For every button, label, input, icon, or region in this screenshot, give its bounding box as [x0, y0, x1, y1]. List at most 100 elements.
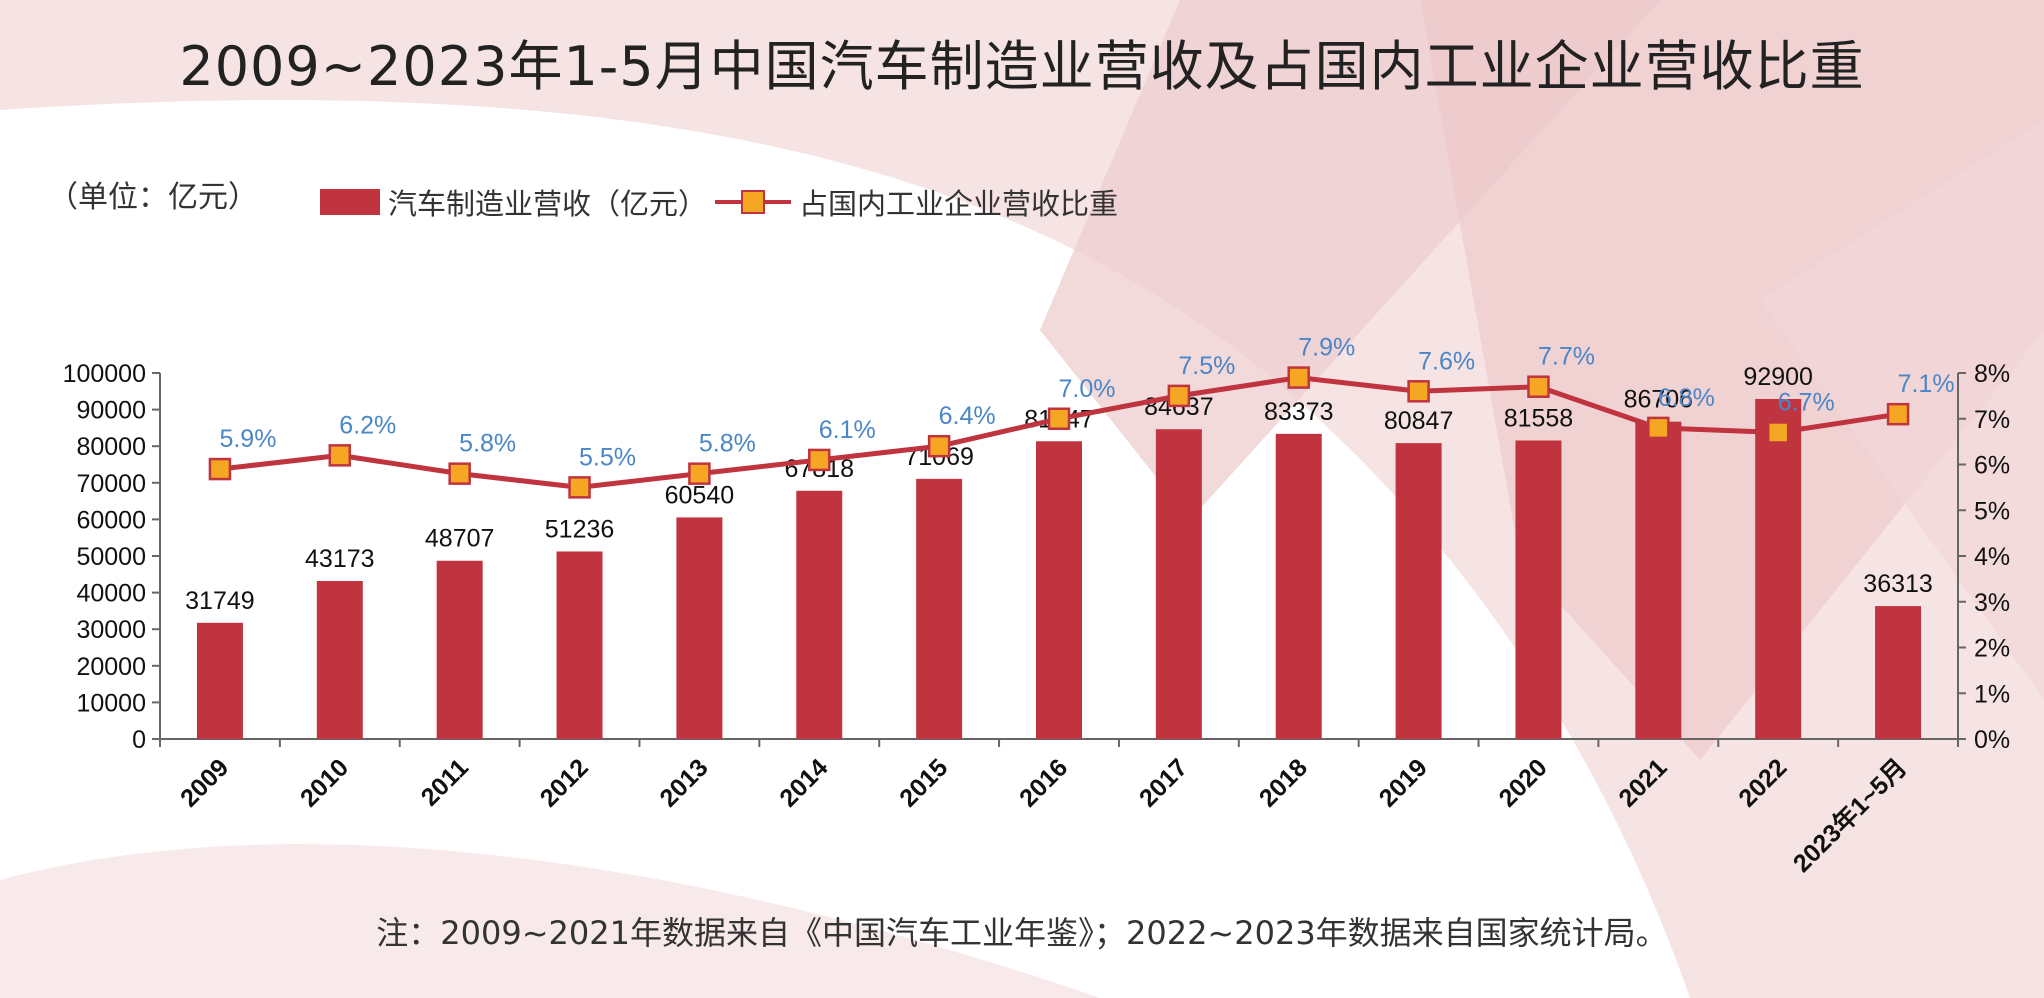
revenue-bar — [436, 560, 483, 739]
x-axis-tick-label: 2014 — [774, 753, 833, 812]
revenue-bar — [1755, 398, 1802, 739]
revenue-bar — [196, 622, 243, 739]
legend-label-share: 占国内工业企业营收比重 — [799, 187, 1119, 221]
legend: 汽车制造业营收（亿元） 占国内工业企业营收比重 — [320, 180, 1126, 224]
share-data-label: 5.9% — [219, 425, 276, 453]
share-data-label: 7.5% — [1178, 352, 1235, 380]
left-axis-tick-label: 50000 — [76, 543, 146, 571]
share-marker — [1287, 366, 1310, 389]
share-data-label: 5.8% — [459, 430, 516, 458]
share-marker — [568, 476, 591, 499]
revenue-bar — [556, 551, 603, 739]
right-axis-tick-label: 4% — [1974, 543, 2010, 571]
revenue-bar — [796, 490, 843, 739]
x-axis-tick-label: 2010 — [295, 753, 354, 812]
revenue-bar — [1036, 441, 1082, 739]
revenue-bar — [1875, 606, 1922, 739]
revenue-bar — [1635, 421, 1682, 739]
left-axis-tick-label: 20000 — [76, 653, 146, 681]
right-axis-tick-label: 8% — [1974, 360, 2010, 388]
revenue-bar — [1395, 443, 1442, 739]
right-axis-tick-label: 1% — [1974, 680, 2010, 708]
revenue-data-label: 60540 — [665, 481, 735, 509]
share-data-label: 5.5% — [579, 443, 636, 471]
share-marker — [688, 462, 711, 485]
revenue-data-label: 36313 — [1863, 570, 1933, 598]
share-marker — [1766, 421, 1790, 444]
share-data-label: 7.0% — [1059, 375, 1116, 403]
legend-bar-swatch — [320, 189, 380, 215]
revenue-data-label: 83373 — [1264, 398, 1334, 426]
x-axis-tick-label: 2015 — [894, 753, 953, 812]
share-marker — [1407, 380, 1430, 403]
share-data-label: 5.8% — [699, 430, 756, 458]
right-axis-tick-label: 2% — [1974, 635, 2010, 663]
share-data-label: 6.1% — [819, 416, 876, 444]
x-axis-tick-label: 2021 — [1613, 753, 1672, 812]
share-data-label: 7.9% — [1298, 334, 1355, 362]
share-marker — [1886, 402, 1910, 426]
x-axis-tick-label: 2018 — [1254, 753, 1313, 812]
page-title: 2009~2023年1-5月中国汽车制造业营收及占国内工业企业营收比重 — [179, 35, 1865, 98]
revenue-bar — [1155, 429, 1202, 739]
revenue-data-label: 51236 — [545, 515, 615, 543]
right-axis-tick-label: 3% — [1974, 589, 2010, 617]
right-axis-tick-label: 5% — [1974, 497, 2010, 525]
share-marker — [1047, 407, 1071, 430]
x-axis-tick-label: 2022 — [1733, 753, 1792, 812]
left-axis-tick-label: 100000 — [63, 360, 146, 388]
share-marker — [448, 462, 471, 485]
share-data-label: 6.4% — [939, 402, 996, 430]
share-data-label: 7.7% — [1538, 343, 1595, 371]
left-axis-tick-label: 0 — [132, 726, 146, 754]
share-data-label: 6.8% — [1658, 384, 1715, 412]
unit-label: （单位：亿元） — [48, 180, 258, 215]
share-data-label: 7.1% — [1898, 370, 1955, 398]
revenue-bar — [1515, 440, 1562, 739]
x-axis-tick-label: 2013 — [655, 753, 714, 812]
revenue-data-label: 31749 — [185, 587, 255, 615]
left-axis-tick-label: 40000 — [76, 580, 146, 608]
x-axis-tick-label: 2012 — [535, 753, 594, 812]
x-axis-tick-label: 2020 — [1494, 753, 1553, 812]
revenue-bar — [1275, 433, 1322, 739]
x-axis-tick-label: 2009 — [175, 753, 234, 812]
x-axis-tick-label: 2023年1~5月 — [1787, 753, 1912, 878]
legend-item-share: 占国内工业企业营收比重 — [715, 181, 1118, 223]
revenue-data-label: 48707 — [425, 525, 495, 553]
revenue-data-label: 81558 — [1504, 404, 1574, 432]
legend-item-revenue: 汽车制造业营收（亿元） — [320, 181, 707, 223]
left-axis-tick-label: 10000 — [76, 689, 146, 717]
share-data-label: 6.2% — [339, 411, 396, 439]
share-marker — [1527, 375, 1550, 398]
left-axis-tick-label: 70000 — [76, 470, 146, 498]
revenue-data-label: 43173 — [305, 545, 375, 573]
x-axis-tick-label: 2011 — [416, 753, 474, 811]
revenue-bar — [916, 478, 963, 739]
left-axis-tick-label: 90000 — [76, 397, 146, 425]
x-axis-tick-label: 2016 — [1014, 753, 1073, 812]
legend-label-revenue: 汽车制造业营收（亿元） — [388, 187, 708, 221]
legend-line-swatch — [715, 189, 792, 215]
right-axis-tick-label: 7% — [1974, 406, 2010, 434]
share-marker — [1647, 416, 1670, 440]
revenue-bar — [316, 580, 363, 739]
share-marker — [328, 444, 352, 467]
revenue-bar — [676, 517, 723, 739]
share-marker — [1167, 384, 1191, 408]
revenue-data-label: 92900 — [1743, 363, 1813, 391]
revenue-data-label: 86706 — [1624, 386, 1694, 414]
share-data-label: 7.6% — [1418, 347, 1475, 375]
share-data-label: 6.7% — [1778, 388, 1835, 416]
share-marker — [927, 434, 951, 458]
x-axis-tick-label: 2017 — [1134, 753, 1193, 812]
x-axis-tick-label: 2019 — [1374, 753, 1433, 812]
footnote: 注：2009~2021年数据来自《中国汽车工业年鉴》；2022~2023年数据来… — [376, 914, 1668, 952]
share-marker — [808, 448, 831, 472]
right-axis-tick-label: 6% — [1974, 452, 2010, 480]
left-axis-tick-label: 30000 — [76, 616, 146, 644]
right-axis-tick-label: 0% — [1974, 726, 2010, 754]
share-marker — [208, 457, 232, 481]
